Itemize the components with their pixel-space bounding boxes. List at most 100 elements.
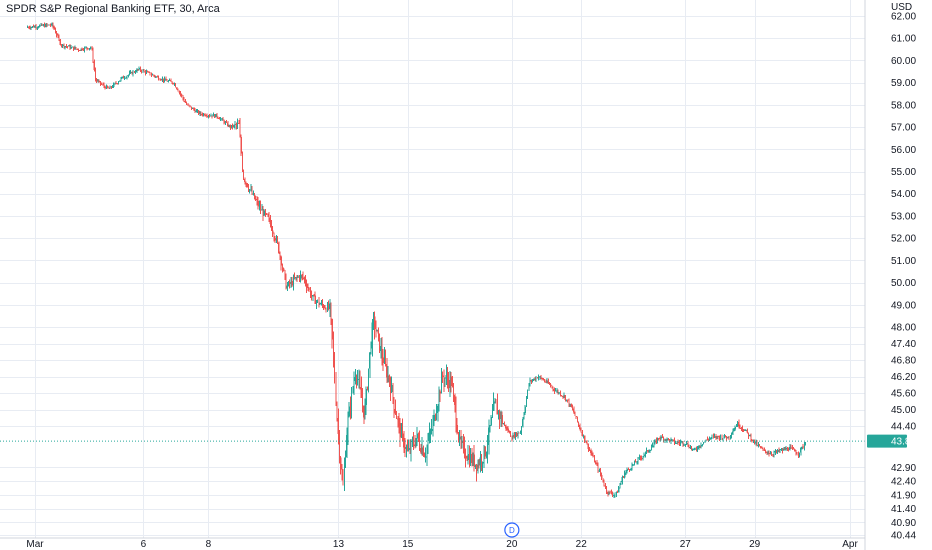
candle-body: [243, 170, 245, 180]
candle-body: [279, 252, 281, 257]
candle-body: [361, 398, 364, 406]
candle-body: [275, 237, 277, 241]
candle-body: [520, 426, 523, 433]
candle-body: [306, 283, 308, 289]
candle-body: [508, 431, 511, 433]
candle-body: [664, 439, 666, 441]
candle-body: [805, 444, 807, 446]
candle-body: [295, 277, 297, 279]
candle-body: [613, 494, 615, 496]
candle-body: [490, 417, 492, 426]
candle-body: [147, 71, 149, 73]
candle-body: [364, 405, 366, 418]
candle-body: [149, 72, 151, 75]
candle-body: [235, 124, 237, 126]
candle-body: [587, 443, 589, 450]
candle-body: [563, 395, 565, 397]
candle-body: [647, 450, 649, 452]
candle-body: [559, 392, 562, 396]
svg-text:D: D: [509, 526, 515, 535]
candle-body: [703, 442, 705, 445]
candle-body: [507, 428, 509, 432]
candle-body: [711, 435, 713, 438]
candle-body: [86, 47, 88, 49]
candle-body: [168, 80, 171, 82]
candle-body: [519, 432, 521, 434]
candle-body: [717, 435, 719, 437]
candle-body: [484, 446, 486, 457]
candle-body: [357, 378, 359, 380]
candle-body: [565, 399, 568, 401]
candle-body: [240, 136, 242, 154]
candle-body: [721, 436, 723, 440]
candle-body: [221, 118, 223, 120]
candle-body: [62, 44, 64, 46]
candle-body: [259, 205, 262, 211]
candle-body: [709, 438, 711, 440]
candle-body: [365, 388, 367, 406]
candle-body: [604, 485, 606, 487]
candle-body: [75, 47, 77, 49]
candle-body: [404, 447, 406, 450]
candle-body: [371, 322, 373, 349]
candle-body: [428, 432, 430, 441]
candle-body: [36, 27, 38, 29]
candle-body: [276, 237, 279, 243]
candle-body: [801, 446, 803, 448]
candle-body: [187, 104, 189, 106]
candle-body: [341, 469, 343, 479]
candle-body: [596, 462, 598, 465]
candle-body: [340, 457, 342, 470]
candle-body: [145, 71, 148, 74]
candle-body: [406, 447, 409, 451]
candle-body: [261, 209, 263, 211]
candle-body: [71, 46, 74, 48]
candle-body: [73, 46, 75, 50]
candle-body: [629, 469, 631, 471]
candle-body: [137, 69, 139, 71]
candle-body: [473, 454, 475, 468]
candle-body: [586, 442, 588, 444]
candle-body: [342, 478, 344, 485]
candle-body: [291, 281, 293, 286]
candle-body: [609, 491, 611, 493]
candle-body: [474, 464, 477, 468]
candle-body: [597, 464, 599, 471]
candle-body: [518, 432, 520, 434]
time-axis[interactable]: Mar 6 8 13 15 20 22 27 29 Apr: [26, 539, 858, 550]
candle-body: [199, 112, 201, 114]
candle-body: [700, 445, 702, 447]
candle-body: [321, 302, 324, 306]
price-axis[interactable]: 62.00 61.00 60.00 59.00 58.00 57.00 56.00 55.00…: [891, 12, 916, 542]
candle-body: [85, 47, 87, 49]
candle-body: [47, 24, 49, 26]
candle-body: [745, 429, 747, 431]
candle-body: [204, 113, 206, 116]
price-tick-label: 41.90: [891, 490, 916, 501]
candle-body: [285, 275, 287, 289]
candle-body: [525, 397, 528, 407]
candle-body: [381, 346, 383, 358]
candle-body: [150, 74, 152, 76]
candle-body: [63, 44, 65, 48]
candle-body: [724, 435, 727, 438]
candle-body: [31, 26, 33, 28]
price-tick-label: 40.90: [891, 518, 916, 529]
candle-body: [232, 125, 234, 128]
candle-body: [557, 390, 559, 393]
candle-body: [354, 377, 356, 381]
candle-body: [359, 378, 361, 388]
candle-body: [529, 380, 531, 385]
candle-body: [403, 433, 405, 448]
candle-body: [499, 411, 501, 420]
price-tick-label: 46.80: [891, 356, 916, 367]
candle-body: [792, 448, 795, 450]
candle-body: [739, 426, 741, 428]
candle-body: [539, 376, 541, 378]
candle-body: [762, 448, 764, 450]
candle-body: [656, 438, 659, 443]
dividend-marker[interactable]: D: [504, 522, 520, 538]
candle-body: [469, 454, 472, 465]
candle-body: [775, 450, 778, 452]
